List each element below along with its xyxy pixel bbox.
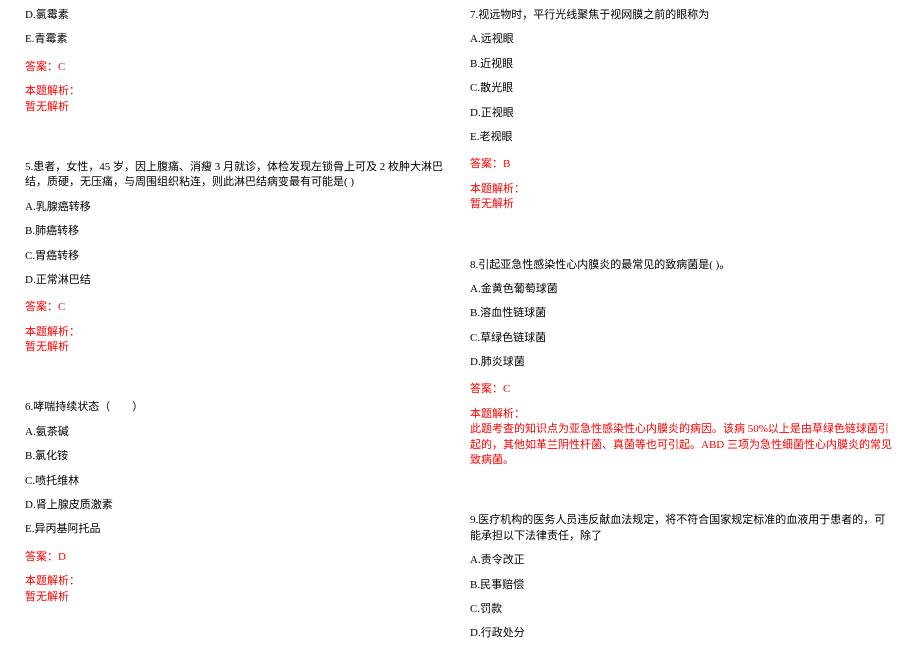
q8-stem: 8.引起亚急性感染性心内膜炎的最常见的致病菌是( )。 bbox=[470, 258, 895, 273]
q7-option-a: A.远视眼 bbox=[470, 32, 895, 47]
q7-stem: 7.视远物时，平行光线聚焦于视网膜之前的眼称为 bbox=[470, 8, 895, 23]
q9-option-c: C.罚款 bbox=[470, 602, 895, 617]
q-prefix-analysis-label: 本题解析： bbox=[25, 84, 450, 99]
q5-stem: 5.患者，女性，45 岁，因上腹痛、消瘦 3 月就诊，体检发现左锁骨上可及 2 … bbox=[25, 160, 450, 191]
q8-analysis-content: 此题考查的知识点为亚急性感染性心内膜炎的病因。该病 50%以上是由草绿色链球菌引… bbox=[470, 422, 895, 468]
q9-option-a: A.责令改正 bbox=[470, 553, 895, 568]
q6-stem: 6.哮喘持续状态（ ） bbox=[25, 400, 450, 415]
q5-option-d: D.正常淋巴结 bbox=[25, 273, 450, 288]
q6-option-b: B.氯化铵 bbox=[25, 449, 450, 464]
q7-option-b: B.近视眼 bbox=[470, 57, 895, 72]
q5-analysis-content: 暂无解析 bbox=[25, 340, 450, 355]
q9-option-b: B.民事赔偿 bbox=[470, 578, 895, 593]
q6-analysis-label: 本题解析： bbox=[25, 574, 450, 589]
right-column: 7.视远物时，平行光线聚焦于视网膜之前的眼称为 A.远视眼 B.近视眼 C.散光… bbox=[460, 8, 905, 643]
q-prefix-option-e: E.青霉素 bbox=[25, 32, 450, 47]
q6-analysis-content: 暂无解析 bbox=[25, 590, 450, 605]
q7-answer: 答案：B bbox=[470, 157, 895, 172]
q5-option-a: A.乳腺癌转移 bbox=[25, 200, 450, 215]
q8-option-d: D.肺炎球菌 bbox=[470, 355, 895, 370]
q7-analysis-content: 暂无解析 bbox=[470, 197, 895, 212]
q8-answer: 答案：C bbox=[470, 382, 895, 397]
q5-answer: 答案：C bbox=[25, 300, 450, 315]
q9-stem: 9.医疗机构的医务人员违反献血法规定，将不符合国家规定标准的血液用于患者的，可能… bbox=[470, 513, 895, 544]
q6-option-d: D.肾上腺皮质激素 bbox=[25, 498, 450, 513]
q9-option-d: D.行政处分 bbox=[470, 626, 895, 641]
q8-option-c: C.草绿色链球菌 bbox=[470, 331, 895, 346]
q-prefix-analysis-content: 暂无解析 bbox=[25, 100, 450, 115]
q6-option-a: A.氨茶碱 bbox=[25, 425, 450, 440]
q-prefix-answer: 答案：C bbox=[25, 60, 450, 75]
q5-option-c: C.胃癌转移 bbox=[25, 249, 450, 264]
q7-option-c: C.散光眼 bbox=[470, 81, 895, 96]
q8-option-a: A.金黄色葡萄球菌 bbox=[470, 282, 895, 297]
q6-answer: 答案：D bbox=[25, 550, 450, 565]
q7-option-e: E.老视眼 bbox=[470, 130, 895, 145]
q5-analysis-label: 本题解析： bbox=[25, 325, 450, 340]
q6-option-e: E.异丙基阿托品 bbox=[25, 522, 450, 537]
left-column: D.氯霉素 E.青霉素 答案：C 本题解析： 暂无解析 5.患者，女性，45 岁… bbox=[15, 8, 460, 643]
q7-option-d: D.正视眼 bbox=[470, 106, 895, 121]
q7-analysis-label: 本题解析： bbox=[470, 182, 895, 197]
q6-option-c: C.喷托维林 bbox=[25, 474, 450, 489]
q8-analysis-label: 本题解析： bbox=[470, 407, 895, 422]
q8-option-b: B.溶血性链球菌 bbox=[470, 306, 895, 321]
q5-option-b: B.肺癌转移 bbox=[25, 224, 450, 239]
q-prefix-option-d: D.氯霉素 bbox=[25, 8, 450, 23]
